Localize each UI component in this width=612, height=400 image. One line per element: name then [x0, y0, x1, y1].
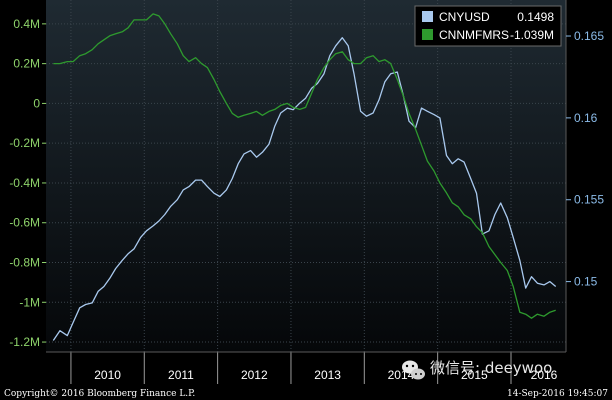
year-label: 2012 — [241, 368, 268, 382]
left-tick-label: -1M — [19, 295, 40, 309]
watermark: 微信号: deeywoo — [402, 359, 552, 380]
left-tick-label: -0.8M — [9, 256, 40, 270]
timestamp-text: 14-Sep-2016 19:45:07 — [507, 389, 608, 399]
left-tick-label: -1.2M — [9, 335, 40, 349]
legend: CNYUSD 0.1498 CNNMFMRS -1.039M — [414, 5, 562, 47]
plot-area — [46, 0, 566, 352]
right-tick-label: 0.16 — [574, 111, 598, 125]
left-tick-label: -0.2M — [9, 136, 40, 150]
legend-label-cnyusd: CNYUSD — [439, 10, 490, 24]
legend-label-cnnmfmrs: CNNMFMRS — [439, 28, 509, 42]
wechat-icon — [402, 360, 425, 380]
year-label: 2013 — [314, 368, 341, 382]
year-label: 2010 — [94, 368, 121, 382]
left-tick-label: 0 — [33, 96, 40, 110]
legend-box — [414, 5, 562, 47]
left-y-axis: 0.4M 0.2M 0 -0.2M -0.4M -0.6M -0.8M -1M -1.2M — [9, 17, 46, 349]
right-tick-label: 0.165 — [574, 29, 604, 43]
left-tick-label: 0.4M — [13, 17, 40, 31]
copyright-text: Copyright© 2016 Bloomberg Finance L.P. — [4, 389, 195, 399]
watermark-text: 微信号: deeywoo — [430, 359, 552, 377]
left-tick-label: -0.6M — [9, 216, 40, 230]
right-tick-label: 0.155 — [574, 193, 604, 207]
left-tick-label: -0.4M — [9, 176, 40, 190]
legend-value-cnyusd: 0.1498 — [517, 10, 554, 24]
legend-swatch-cnyusd — [422, 11, 433, 22]
right-y-axis: 0.165 0.16 0.155 0.15 — [565, 0, 604, 352]
left-tick-label: 0.2M — [13, 57, 40, 71]
year-label: 2011 — [168, 368, 194, 382]
year-label: 2015 — [461, 368, 488, 382]
legend-value-cnnmfmrs: -1.039M — [510, 28, 554, 42]
legend-swatch-cnnmfmrs — [422, 29, 433, 40]
right-tick-label: 0.15 — [574, 275, 598, 289]
series-line-cnnmfmrs — [53, 13, 556, 319]
series-layer — [52, 13, 557, 341]
x-axis: 2010 2011 2012 2013 2014 2015 2016 — [46, 351, 566, 384]
year-label: 2016 — [531, 368, 558, 382]
series-line-cnyusd — [52, 37, 557, 341]
